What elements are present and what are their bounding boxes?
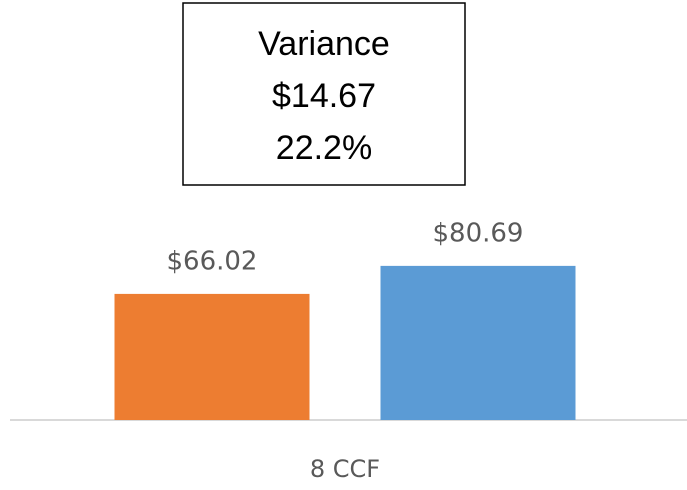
data-label: $66.02	[167, 246, 258, 276]
bar	[380, 265, 576, 420]
annotation-box	[182, 2, 466, 186]
bar	[114, 293, 310, 420]
annotation-line: Variance	[258, 25, 390, 63]
x-tick-label: 8 CCF	[310, 455, 380, 483]
annotation-line: $14.67	[272, 77, 376, 115]
data-label: $80.69	[433, 218, 524, 248]
annotation-line: 22.2%	[276, 129, 372, 167]
